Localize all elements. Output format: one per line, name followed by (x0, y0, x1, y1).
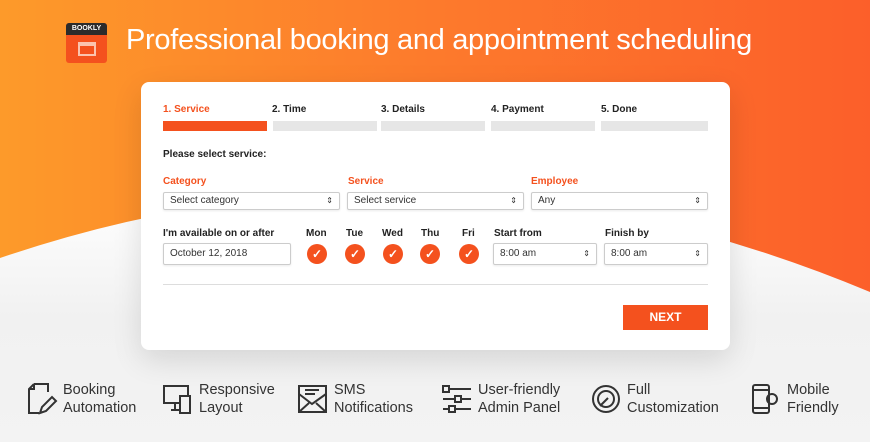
finish-select[interactable]: 8:00 am ⇕ (604, 243, 708, 265)
document-pen-icon (28, 383, 58, 415)
day-label-thu: Thu (421, 228, 440, 239)
feature-line2: Notifications (334, 400, 413, 416)
service-select[interactable]: Select service ⇕ (347, 192, 524, 210)
feature-sms-notifications: SMS Notifications (297, 381, 413, 417)
select-arrows-icon: ⇕ (326, 196, 333, 205)
finish-value: 8:00 am (611, 248, 648, 259)
progress-step-5 (601, 121, 708, 131)
start-value: 8:00 am (500, 248, 537, 259)
select-arrows-icon: ⇕ (694, 249, 701, 258)
checkbox-mon[interactable]: ✓ (307, 244, 327, 264)
select-arrows-icon: ⇕ (510, 196, 517, 205)
feature-full-customization: Full Customization (590, 381, 719, 417)
form-prompt: Please select service: (163, 149, 267, 160)
checkbox-wed[interactable]: ✓ (383, 244, 403, 264)
step-time[interactable]: 2. Time (272, 104, 307, 115)
feature-line1: SMS (334, 382, 366, 398)
step-done[interactable]: 5. Done (601, 104, 638, 115)
available-label: I'm available on or after (163, 228, 275, 239)
category-label: Category (163, 176, 207, 187)
feature-booking-automation: Booking Automation (26, 381, 136, 417)
day-label-tue: Tue (346, 228, 364, 239)
employee-label: Employee (531, 176, 579, 187)
day-label-mon: Mon (306, 228, 327, 239)
feature-line2: Automation (63, 400, 137, 416)
feature-responsive-layout: Responsive Layout (162, 381, 275, 417)
step-service[interactable]: 1. Service (163, 104, 210, 115)
category-select[interactable]: Select category ⇕ (163, 192, 340, 210)
checkbox-thu[interactable]: ✓ (420, 244, 440, 264)
feature-line2: Layout (199, 400, 243, 416)
feature-line1: Mobile (787, 382, 830, 398)
employee-select[interactable]: Any ⇕ (531, 192, 708, 210)
progress-step-1 (163, 121, 267, 131)
step-payment[interactable]: 4. Payment (491, 104, 544, 115)
select-arrows-icon: ⇕ (583, 249, 590, 258)
feature-line2: Customization (627, 400, 719, 416)
employee-value: Any (538, 195, 556, 206)
service-label: Service (348, 176, 384, 187)
devices-icon (163, 385, 191, 414)
bookly-logo: BOOKLY (66, 23, 107, 63)
customization-icon (592, 385, 620, 413)
feature-admin-panel: User-friendly Admin Panel (441, 381, 560, 417)
feature-line1: User-friendly (478, 382, 561, 398)
envelope-icon (298, 385, 327, 413)
start-select[interactable]: 8:00 am ⇕ (493, 243, 597, 265)
logo-text: BOOKLY (66, 23, 107, 35)
day-label-wed: Wed (382, 228, 403, 239)
booking-form: 1. Service 2. Time 3. Details 4. Payment… (141, 82, 730, 350)
progress-step-3 (381, 121, 485, 131)
feature-line1: Full (627, 382, 651, 398)
divider (163, 284, 708, 285)
sliders-icon (442, 385, 471, 413)
progress-step-4 (491, 121, 595, 131)
checkbox-fri[interactable]: ✓ (459, 244, 479, 264)
step-details[interactable]: 3. Details (381, 104, 425, 115)
date-value: October 12, 2018 (170, 248, 248, 259)
calendar-icon (77, 42, 96, 56)
finish-label: Finish by (605, 228, 649, 239)
feature-line1: Responsive (199, 382, 275, 398)
select-arrows-icon: ⇕ (694, 196, 701, 205)
date-input[interactable]: October 12, 2018 (163, 243, 291, 265)
page-title: Professional booking and appointment sch… (126, 24, 752, 56)
mobile-gear-icon (752, 384, 778, 414)
start-label: Start from (494, 228, 542, 239)
feature-mobile-friendly: Mobile Friendly (750, 381, 839, 417)
category-value: Select category (170, 195, 239, 206)
day-label-fri: Fri (462, 228, 475, 239)
next-button[interactable]: NEXT (623, 305, 708, 330)
service-value: Select service (354, 195, 417, 206)
feature-line2: Friendly (787, 400, 839, 416)
feature-line2: Admin Panel (478, 400, 561, 416)
checkbox-tue[interactable]: ✓ (345, 244, 365, 264)
feature-line1: Booking (63, 382, 116, 398)
progress-step-2 (273, 121, 377, 131)
